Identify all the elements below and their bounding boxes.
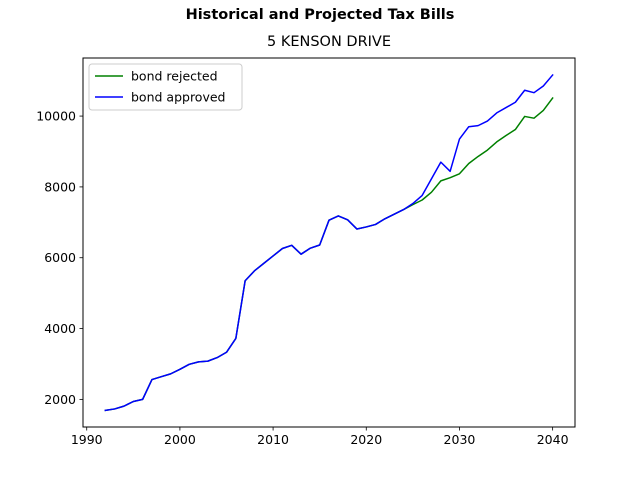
- legend-label-2: bond approved: [131, 90, 225, 105]
- chart-title: 5 KENSON DRIVE: [266, 34, 392, 50]
- legend: bond rejected bond approved: [88, 63, 243, 111]
- legend-box: [88, 63, 243, 111]
- y-tick-label: 6000: [44, 250, 76, 265]
- x-tick-label: 2040: [537, 432, 569, 447]
- ticks-layer: 1990 2000 2010 2020 2030 2040 2000 4000 6000 8000…: [36, 109, 568, 447]
- x-tick-label: 2000: [164, 432, 196, 447]
- y-tick-label: 4000: [44, 321, 76, 336]
- y-tick-label: 8000: [44, 179, 76, 194]
- x-tick-label: 2020: [350, 432, 382, 447]
- plot-frame: [82, 57, 576, 428]
- x-tick-label: 2030: [444, 432, 476, 447]
- chart-suptitle: Historical and Projected Tax Bills: [185, 7, 455, 23]
- legend-label-1: bond rejected: [131, 69, 218, 84]
- y-tick-label: 2000: [44, 392, 76, 407]
- series-line-2: [104, 73, 554, 412]
- series-line-1: [104, 96, 554, 412]
- x-tick-label: 1990: [71, 432, 103, 447]
- y-tick-label: 10000: [36, 109, 76, 124]
- series-layer: [104, 73, 554, 412]
- x-tick-label: 2010: [257, 432, 289, 447]
